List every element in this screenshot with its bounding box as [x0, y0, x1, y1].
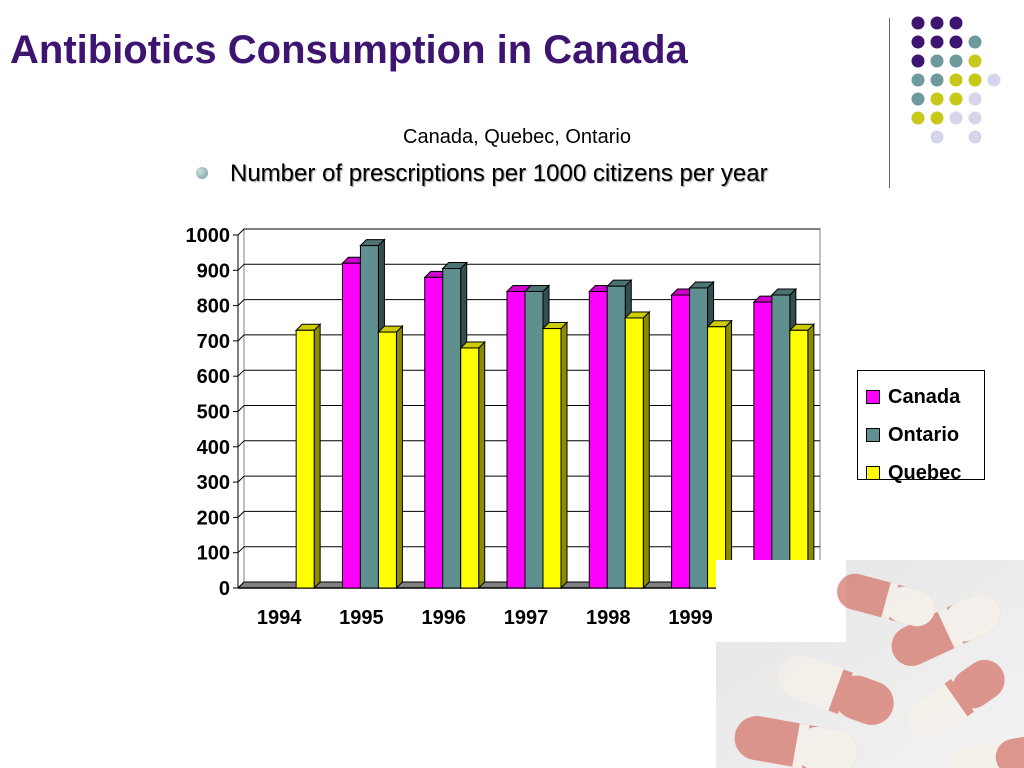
y-tick-label: 0: [219, 578, 230, 600]
bar-canada: [671, 294, 691, 589]
bar-ontario: [689, 287, 709, 589]
bar-quebec: [624, 317, 644, 589]
bar-side: [313, 323, 321, 590]
bar-side: [560, 321, 568, 590]
bar-quebec: [542, 328, 562, 589]
x-tick-label: 1997: [504, 607, 549, 629]
bar-quebec: [789, 329, 809, 589]
capsule-pills-photo: [716, 560, 1024, 768]
bar-ontario: [442, 268, 462, 589]
bar-quebec: [377, 331, 397, 589]
x-tick-label: 1998: [586, 607, 631, 629]
x-tick-label: 1999: [668, 607, 713, 629]
bar-quebec: [460, 347, 480, 589]
bar-side: [478, 340, 486, 590]
gridline-side: [237, 299, 245, 306]
legend-label: Canada: [888, 385, 961, 408]
legend-label: Quebec: [888, 461, 962, 484]
legend-label: Ontario: [888, 423, 960, 446]
y-tick-label: 300: [197, 472, 230, 494]
slide-title: Antibiotics Consumption in Canada: [10, 28, 688, 72]
gridline-side: [237, 440, 245, 448]
bar-canada: [506, 290, 526, 589]
y-tick-label: 200: [197, 507, 230, 529]
chart-legend: Canada Ontario Quebec: [857, 370, 985, 484]
gridline-side: [237, 511, 245, 518]
bullet-text: Number of prescriptions per 1000 citizen…: [230, 160, 768, 187]
legend-item: Canada: [858, 378, 984, 416]
y-tick-label: 800: [197, 296, 230, 318]
legend-swatch: [866, 428, 880, 442]
bullet-item: Number of prescriptions per 1000 citizen…: [196, 160, 768, 188]
y-tick-label: 600: [197, 366, 230, 388]
bar-ontario: [359, 245, 379, 589]
gridline-side: [237, 334, 245, 342]
y-tick-label: 400: [197, 437, 230, 459]
legend-swatch: [866, 466, 880, 480]
bar-side: [395, 324, 403, 590]
legend-item: Quebec: [858, 454, 984, 492]
bar-side: [642, 310, 650, 590]
bullet-icon: [196, 166, 208, 179]
bar-ontario: [606, 285, 626, 589]
y-tick-label: 1000: [186, 225, 231, 247]
gridline-side: [237, 405, 245, 412]
bar-ontario: [524, 290, 544, 589]
bar-side: [807, 323, 815, 590]
bar-side: [725, 319, 733, 590]
gridline-side: [237, 263, 245, 271]
x-tick-label: 1994: [257, 607, 302, 629]
bar-canada: [753, 301, 773, 589]
y-tick-label: 700: [197, 331, 230, 353]
y-tick-label: 900: [197, 260, 230, 282]
bar-canada: [588, 290, 608, 589]
bar-canada: [424, 276, 444, 589]
bar-canada: [341, 262, 361, 589]
header-divider: [889, 18, 890, 188]
bar-quebec: [707, 326, 727, 589]
slide-subtitle: Canada, Quebec, Ontario: [403, 126, 631, 148]
x-tick-label: 1995: [339, 607, 384, 629]
gridline-side: [237, 475, 245, 483]
bar-quebec: [295, 329, 315, 589]
legend-item: Ontario: [858, 416, 984, 454]
gridline-side: [237, 546, 245, 554]
legend-swatch: [866, 390, 880, 404]
bar-ontario: [771, 294, 791, 589]
x-tick-label: 1996: [421, 607, 466, 629]
y-tick-label: 100: [197, 543, 230, 565]
gridline-side: [237, 228, 245, 236]
gridline-side: [237, 369, 245, 377]
y-tick-label: 500: [197, 402, 230, 424]
